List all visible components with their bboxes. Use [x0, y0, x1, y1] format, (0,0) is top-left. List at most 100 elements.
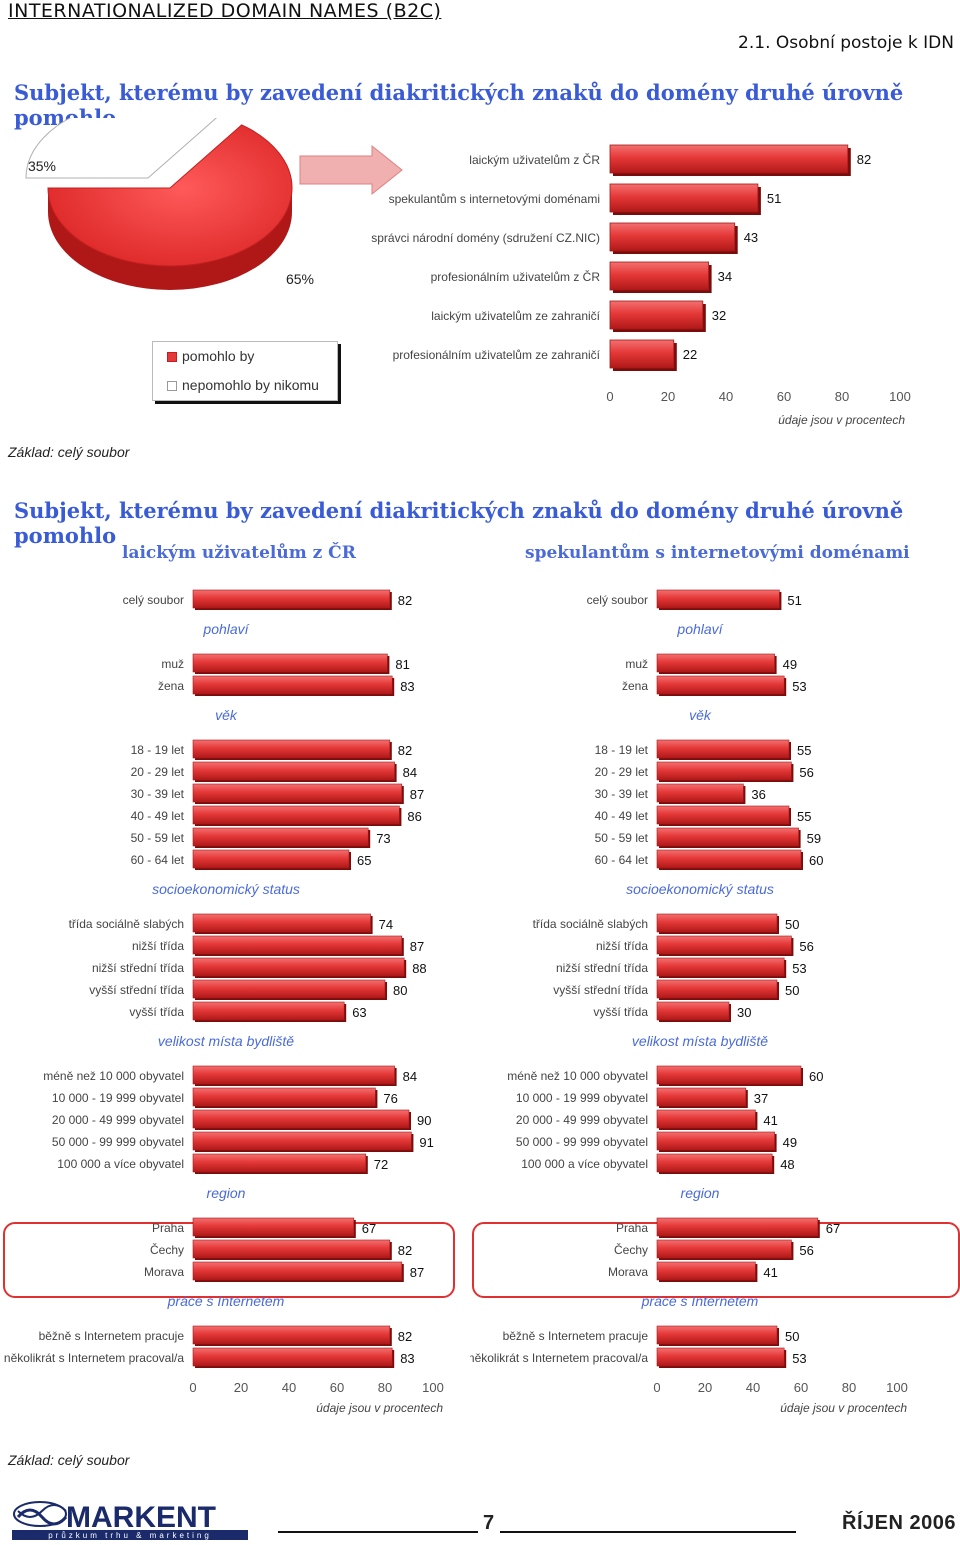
row-label: vyšší střední třída	[89, 983, 184, 997]
footer-rule-left	[278, 1531, 478, 1533]
row-label: 100 000 a více obyvatel	[521, 1157, 648, 1171]
x-tick-label: 40	[719, 389, 733, 404]
bar	[656, 1087, 747, 1107]
right-breakdown-chart: celý soubor 51 pohlaví muž 49 žena 53 věk 18 - 1…	[470, 589, 908, 1415]
group-title: region	[207, 1185, 246, 1201]
bar	[656, 913, 778, 933]
bar	[656, 1217, 819, 1237]
data-label: 91	[419, 1135, 433, 1150]
row-label: 50 - 59 let	[595, 831, 649, 845]
bar	[192, 1109, 410, 1129]
group-title: pohlaví	[676, 621, 724, 637]
x-tick-label: 80	[835, 389, 849, 404]
bar	[192, 589, 391, 609]
group-title: práce s Internetem	[641, 1293, 759, 1309]
row-label: běžně s Internetem pracuje	[503, 1329, 649, 1343]
bar	[192, 1087, 376, 1107]
row-label: Praha	[152, 1221, 184, 1235]
bar	[656, 675, 785, 695]
data-label: 53	[792, 1351, 806, 1366]
row-label: nižší třída	[596, 939, 648, 953]
bar	[656, 827, 799, 847]
x-tick-label: 60	[330, 1380, 344, 1395]
data-label: 30	[737, 1005, 751, 1020]
data-label: 60	[809, 853, 823, 868]
section-heading: 2.1. Osobní postoje k IDN	[738, 33, 954, 53]
bar	[656, 1131, 775, 1151]
row-label: muž	[625, 657, 648, 671]
bar	[656, 1325, 778, 1345]
data-label: 34	[718, 269, 732, 284]
bar	[192, 1065, 395, 1085]
basis-note-bottom: Základ: celý soubor	[8, 1452, 130, 1468]
legend-label: pomohlo by	[182, 348, 255, 364]
pie-label-not-helped: 35%	[28, 158, 56, 174]
category-label: správci národní domény (sdružení CZ.NIC)	[371, 231, 600, 245]
data-label: 60	[809, 1069, 823, 1084]
row-label: 20 000 - 49 999 obyvatel	[52, 1113, 184, 1127]
unit-note: údaje jsou v procentech	[780, 1401, 907, 1415]
row-label: žena	[622, 679, 648, 693]
footer-rule-right	[500, 1531, 796, 1533]
data-label: 22	[683, 347, 697, 362]
x-tick-label: 20	[698, 1380, 712, 1395]
legend-swatch-white	[167, 381, 177, 392]
bar	[656, 1239, 792, 1259]
document-title: INTERNATIONALIZED DOMAIN NAMES (B2C)	[8, 0, 442, 22]
row-label: 40 - 49 let	[131, 809, 185, 823]
data-label: 82	[398, 1243, 412, 1258]
data-label: 83	[400, 1351, 414, 1366]
row-label: 30 - 39 let	[595, 787, 649, 801]
data-label: 32	[712, 308, 726, 323]
data-label: 56	[799, 1243, 813, 1258]
logo-mark	[13, 1501, 68, 1527]
x-tick-label: 100	[889, 389, 911, 404]
left-breakdown-chart: celý soubor 82 pohlaví muž 81 žena 83 věk 18 - 1…	[4, 589, 444, 1415]
logo-wordmark: MARKENT	[66, 1501, 216, 1534]
data-label: 90	[417, 1113, 431, 1128]
left-panel-title: laickým uživatelům z ČR	[122, 543, 356, 563]
data-label: 84	[403, 1069, 417, 1084]
x-tick-label: 100	[422, 1380, 444, 1395]
data-label: 84	[403, 765, 417, 780]
row-label: 20 000 - 49 999 obyvatel	[516, 1113, 648, 1127]
legend-label: nepomohlo by nikomu	[182, 377, 319, 393]
data-label: 53	[792, 961, 806, 976]
x-tick-label: 40	[282, 1380, 296, 1395]
bar	[609, 261, 709, 291]
data-label: 83	[400, 679, 414, 694]
bar	[192, 827, 369, 847]
footer-date: ŘÍJEN 2006	[842, 1512, 956, 1534]
row-label: 60 - 64 let	[595, 853, 649, 867]
bar	[192, 1217, 355, 1237]
bar	[656, 1261, 756, 1281]
group-title: region	[681, 1185, 720, 1201]
x-tick-label: 0	[606, 389, 613, 404]
row-label: vyšší třída	[593, 1005, 648, 1019]
bar	[192, 935, 403, 955]
row-label: Morava	[608, 1265, 648, 1279]
row-label: 30 - 39 let	[131, 787, 185, 801]
row-label: Čechy	[150, 1242, 184, 1257]
bar	[192, 1261, 403, 1281]
row-label: vyšší střední třída	[553, 983, 648, 997]
category-label: laickým uživatelům ze zahraničí	[431, 309, 600, 323]
x-tick-label: 80	[378, 1380, 392, 1395]
data-label: 49	[783, 1135, 797, 1150]
row-label: Čechy	[614, 1242, 648, 1257]
bar	[192, 1325, 391, 1345]
row-label: méně než 10 000 obyvatel	[43, 1069, 184, 1083]
top-bar-chart: laickým uživatelům z ČR 82 spekulantům s i…	[371, 144, 911, 427]
legend-swatch-red	[167, 352, 177, 363]
x-tick-label: 60	[777, 389, 791, 404]
bar	[656, 849, 802, 869]
bar	[192, 761, 395, 781]
right-panel-title: spekulantům s internetovými doménami	[525, 543, 910, 563]
data-label: 56	[799, 939, 813, 954]
bar	[609, 300, 704, 330]
data-label: 51	[787, 593, 801, 608]
logo-tagline-bar	[12, 1530, 248, 1540]
row-label: běžně s Internetem pracuje	[39, 1329, 185, 1343]
data-label: 87	[410, 787, 424, 802]
x-tick-label: 100	[886, 1380, 908, 1395]
